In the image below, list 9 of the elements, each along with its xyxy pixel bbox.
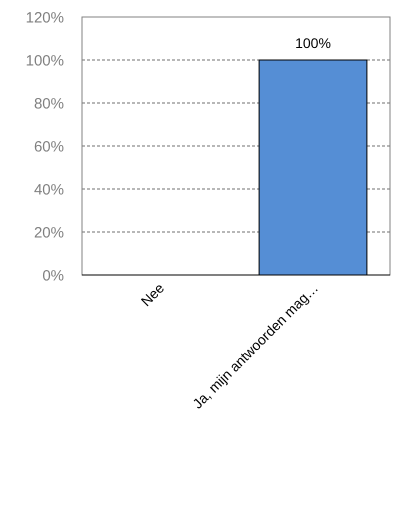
y-tick-label: 60%: [34, 138, 64, 156]
y-tick-label: 100%: [26, 52, 64, 70]
y-tick-label: 40%: [34, 181, 64, 198]
x-tick-label: Nee: [138, 280, 168, 310]
data-label: 100%: [295, 35, 331, 51]
y-tick-label: 120%: [26, 9, 64, 26]
y-tick-label: 0%: [42, 267, 64, 284]
y-tick-label: 80%: [34, 95, 64, 112]
y-tick-label: 20%: [34, 224, 64, 242]
